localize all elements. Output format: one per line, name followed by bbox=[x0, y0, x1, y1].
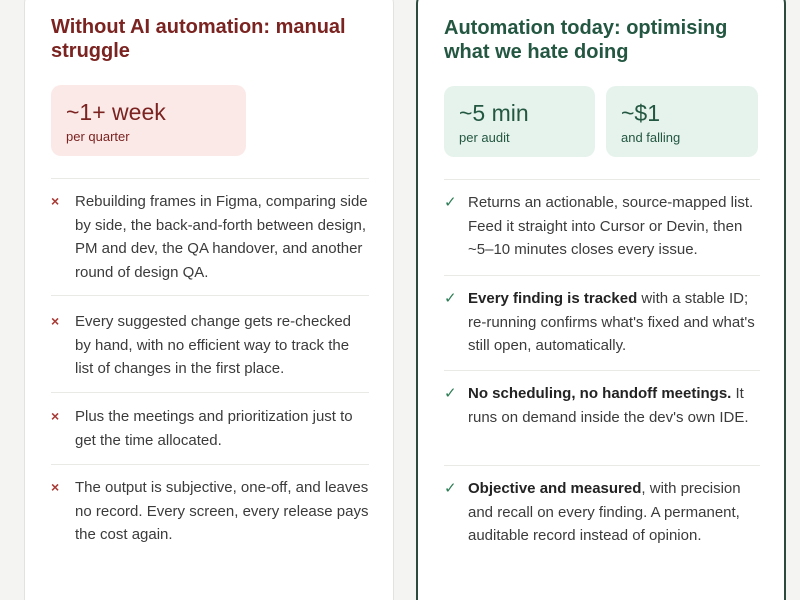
item-rest: It runs on demand inside the dev's own I… bbox=[468, 385, 749, 426]
check-icon: ✓ bbox=[444, 194, 457, 211]
check-icon: ✓ bbox=[444, 480, 457, 497]
stat-box: ~$1 and falling bbox=[606, 86, 758, 157]
cross-icon: × bbox=[51, 408, 60, 424]
card-title: Automation today: optimising what we hat… bbox=[444, 17, 728, 63]
item-rest: , with precision and recall on every fin… bbox=[468, 480, 741, 544]
stat-value: ~$1 bbox=[621, 100, 661, 126]
divider bbox=[51, 392, 369, 393]
divider bbox=[51, 178, 369, 179]
stat-value: ~5 min bbox=[459, 100, 529, 126]
cross-icon: × bbox=[51, 313, 60, 329]
item-rest: Returns an actionable, source-mapped lis… bbox=[468, 194, 754, 258]
list-item: × The output is subjective, one-off, and… bbox=[51, 476, 369, 547]
item-text: Returns an actionable, source-mapped lis… bbox=[464, 191, 762, 262]
list-item: ✓ Every finding is tracked with a stable… bbox=[444, 287, 762, 358]
item-text: No scheduling, no handoff meetings. It r… bbox=[464, 382, 762, 429]
item-text: Every suggested change gets re-checked b… bbox=[75, 313, 351, 377]
cross-icon: × bbox=[51, 479, 60, 495]
list-item: ✓ No scheduling, no handoff meetings. It… bbox=[444, 382, 762, 429]
list-item: ✓ Objective and measured, with precision… bbox=[444, 477, 762, 548]
item-bold: Every finding is tracked bbox=[468, 290, 638, 307]
automation-card: Automation today: optimising what we hat… bbox=[416, 0, 786, 600]
stat-unit: per quarter bbox=[66, 129, 130, 144]
divider bbox=[444, 179, 760, 180]
item-bold: No scheduling, no handoff meetings. bbox=[468, 385, 732, 402]
item-text: Plus the meetings and prioritization jus… bbox=[75, 408, 353, 449]
item-text: Every finding is tracked with a stable I… bbox=[464, 287, 762, 358]
divider bbox=[444, 370, 760, 371]
check-icon: ✓ bbox=[444, 385, 457, 402]
divider bbox=[51, 464, 369, 465]
check-icon: ✓ bbox=[444, 290, 457, 307]
card-title: Without AI automation: manual struggle bbox=[51, 16, 346, 62]
item-text: Rebuilding frames in Figma, comparing si… bbox=[75, 193, 368, 281]
cross-icon: × bbox=[51, 193, 60, 209]
item-rest: with a stable ID; re-running confirms wh… bbox=[468, 290, 755, 354]
divider bbox=[444, 465, 760, 466]
list-item: × Rebuilding frames in Figma, comparing … bbox=[51, 190, 369, 284]
divider bbox=[444, 275, 760, 276]
item-text: The output is subjective, one-off, and l… bbox=[75, 479, 369, 543]
list-item: × Plus the meetings and prioritization j… bbox=[51, 405, 369, 452]
stat-unit: and falling bbox=[621, 130, 681, 145]
stat-value: ~1+ week bbox=[66, 99, 166, 125]
stat-unit: per audit bbox=[459, 130, 510, 145]
item-bold: Objective and measured bbox=[468, 480, 642, 497]
item-text: Objective and measured, with precision a… bbox=[464, 477, 762, 548]
manual-process-card: Without AI automation: manual struggle ~… bbox=[24, 0, 394, 600]
stat-box: ~1+ week per quarter bbox=[51, 85, 246, 156]
divider bbox=[51, 295, 369, 296]
list-item: × Every suggested change gets re-checked… bbox=[51, 310, 369, 381]
list-item: ✓ Returns an actionable, source-mapped l… bbox=[444, 191, 762, 262]
stat-box: ~5 min per audit bbox=[444, 86, 595, 157]
